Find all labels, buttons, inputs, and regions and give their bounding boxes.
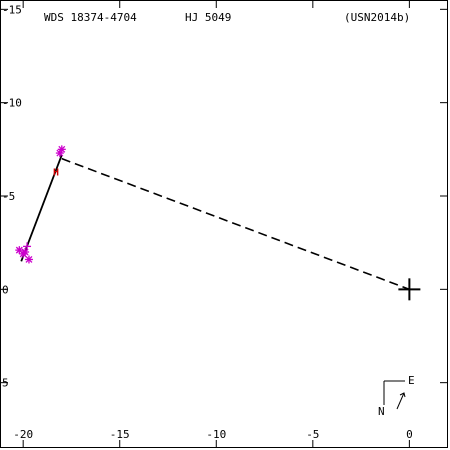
compass-rose: N E (378, 374, 415, 418)
observation-asterisk (24, 255, 33, 264)
observation-asterisk (21, 248, 30, 256)
wds-id-label: WDS 18374-4704 (44, 11, 137, 24)
reference-label: (USN2014b) (344, 11, 410, 24)
motion-track-line (20, 154, 63, 262)
discoverer-label: HJ 5049 (185, 11, 231, 24)
x-tick-label: 0 (406, 428, 413, 441)
x-tick-label: -10 (206, 428, 226, 441)
motion-arrow-head (399, 392, 406, 398)
compass-north-label: N (378, 405, 385, 418)
x-tick-label: -20 (13, 428, 33, 441)
y-tick-label: 5 (2, 377, 9, 390)
motion-direction-arrow (396, 392, 405, 410)
y-tick-label: -10 (2, 97, 22, 110)
y-tick-label: -15 (2, 3, 22, 16)
x-tick-label: -15 (110, 428, 130, 441)
y-tick-label: 0 (2, 283, 9, 296)
observation-plus (23, 242, 32, 251)
observation-marks: H (15, 145, 421, 301)
primary-connector-line (61, 157, 410, 291)
first-measure-label: H (53, 168, 59, 179)
x-tick-label: -5 (306, 428, 319, 441)
y-tick-label: -5 (2, 190, 15, 203)
orbit-lines (20, 154, 410, 291)
observation-asterisk (55, 149, 64, 158)
compass-east-label: E (408, 374, 415, 387)
